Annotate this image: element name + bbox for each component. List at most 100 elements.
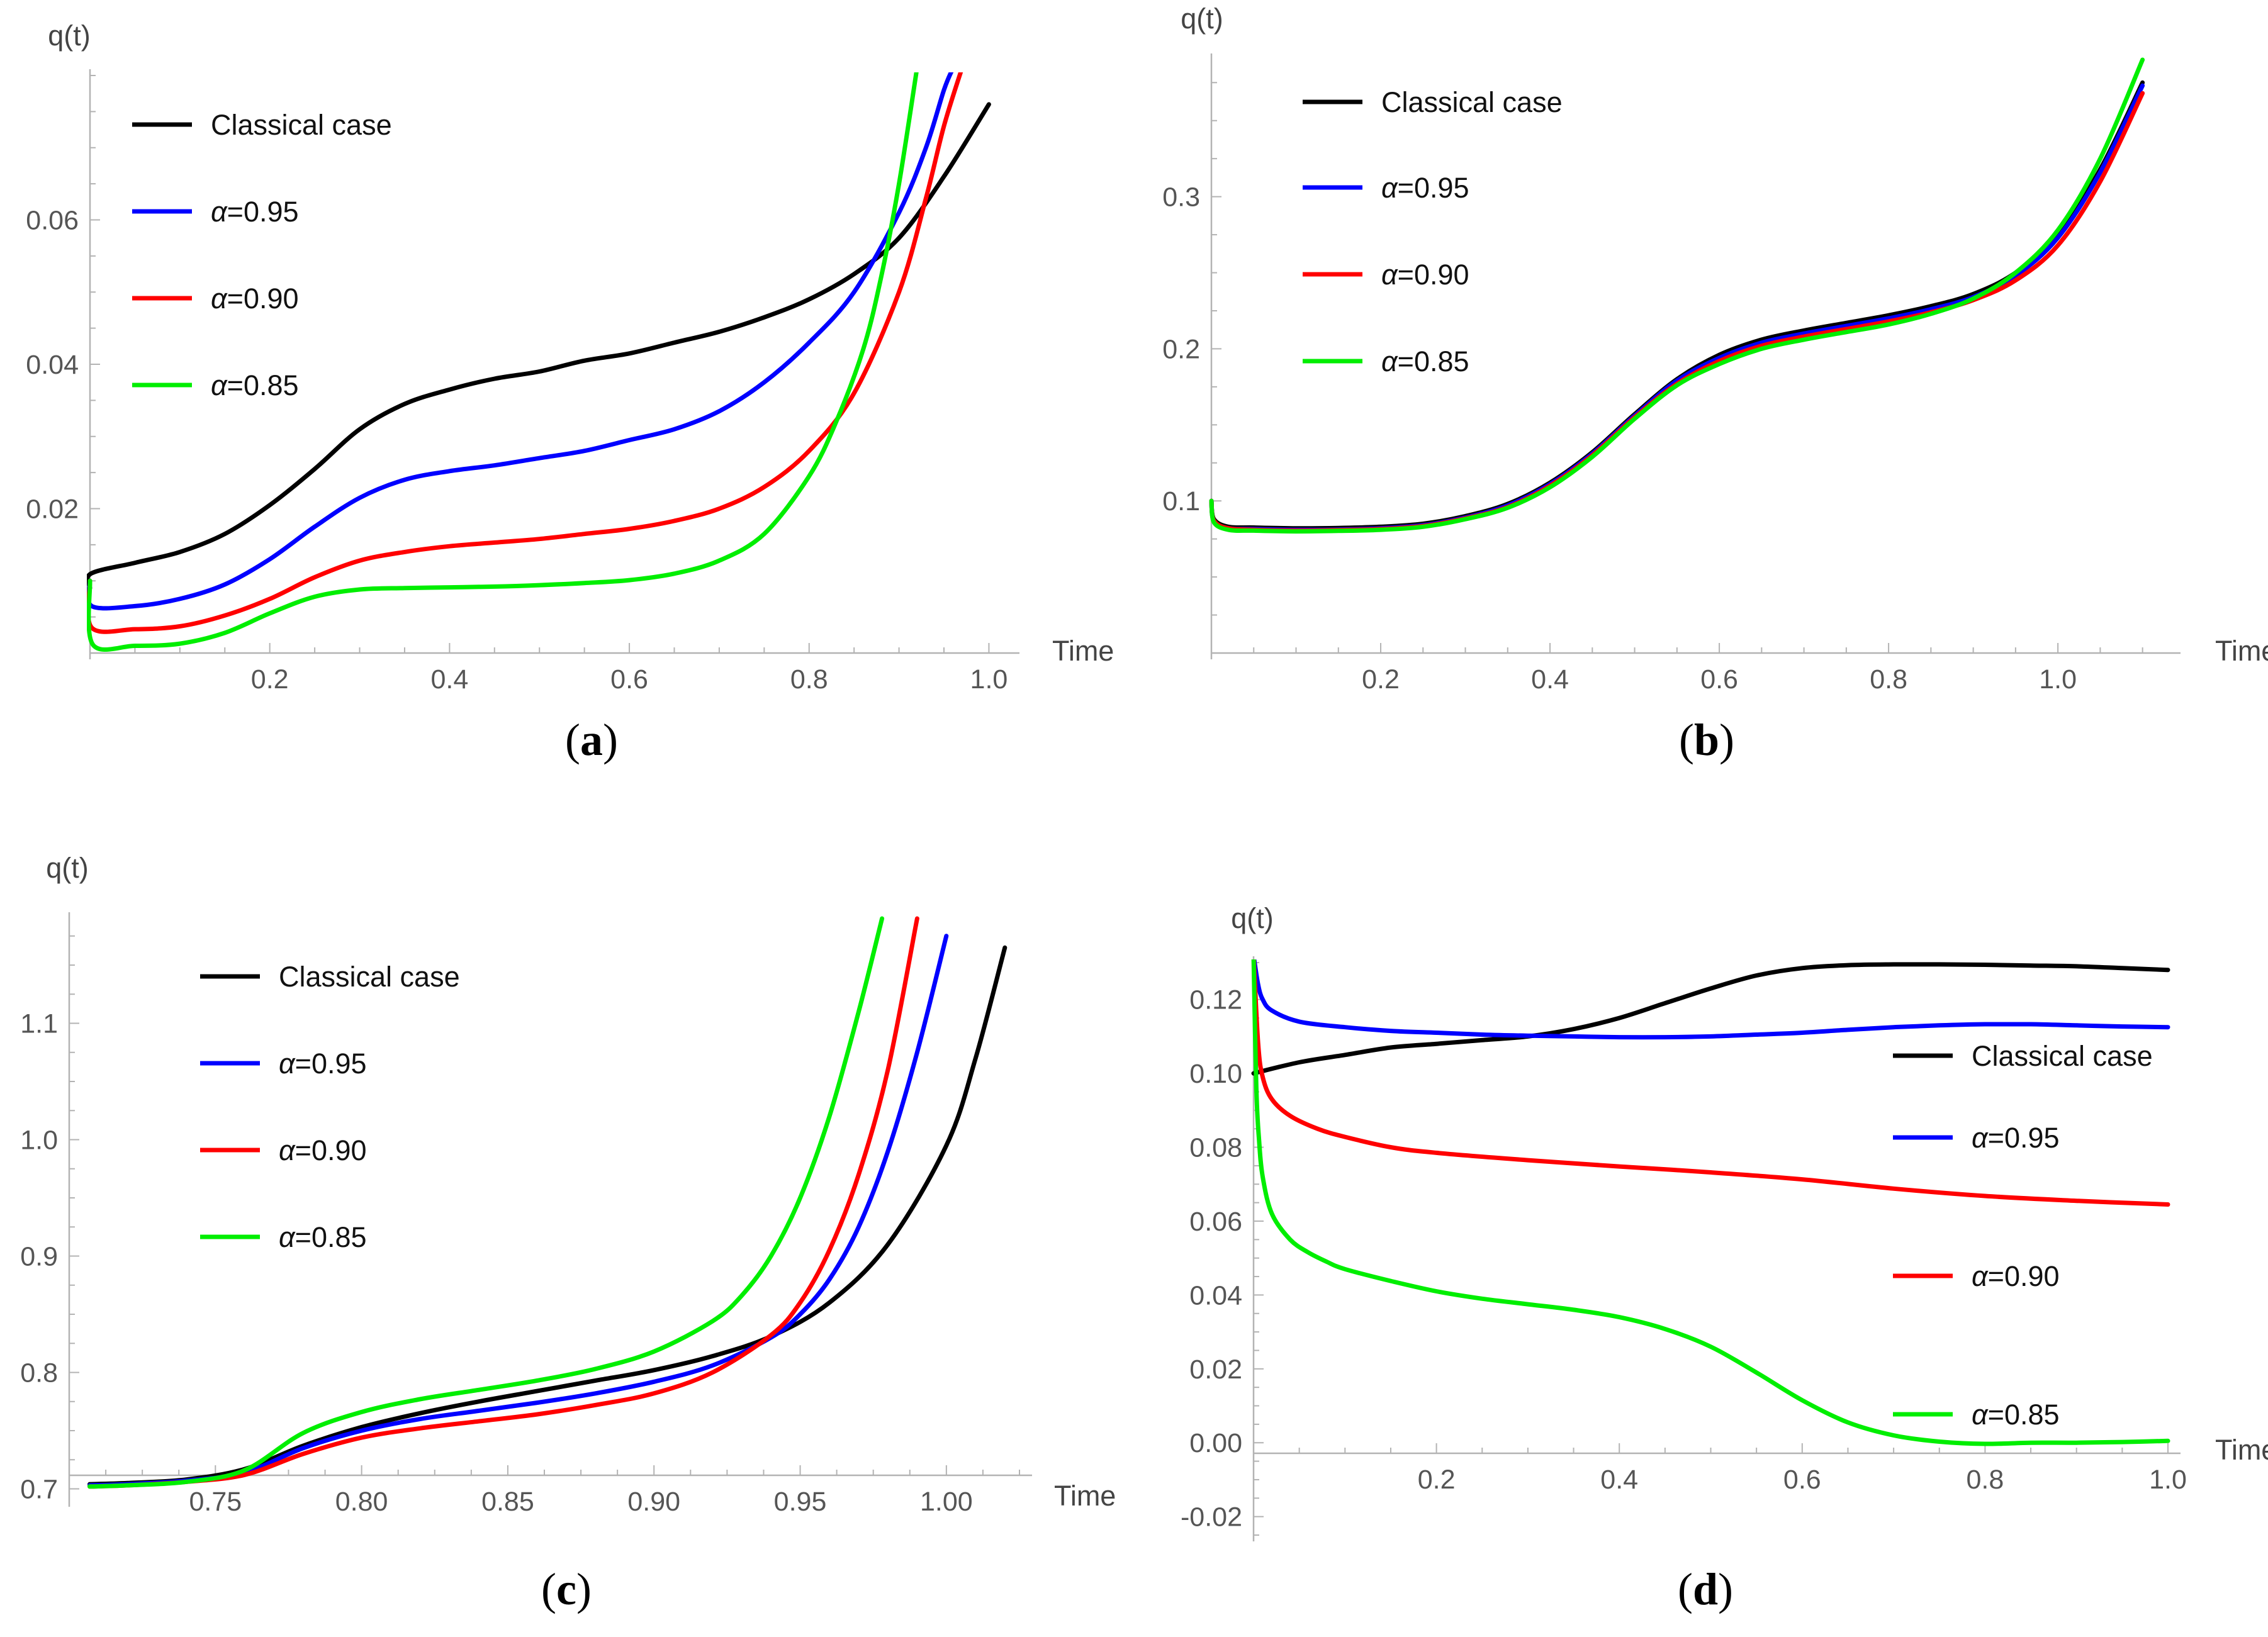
y-tick-label: 1.0 xyxy=(20,1126,58,1156)
legend-alpha-symbol: α xyxy=(1381,259,1398,291)
y-tick-label: 0.8 xyxy=(20,1358,58,1388)
legend-alpha-symbol: α xyxy=(1381,172,1398,204)
y-tick-label: -0.02 xyxy=(1181,1502,1242,1533)
legend-label-1: α=0.95 xyxy=(1381,172,1469,204)
x-tick-label: 0.4 xyxy=(1600,1465,1638,1495)
panel-label-open: ( xyxy=(565,715,580,765)
legend-alpha-value: =0.95 xyxy=(1988,1122,2060,1154)
series-line-0 xyxy=(87,102,991,591)
y-tick-label: 0.9 xyxy=(20,1242,58,1272)
y-tick-label: 0.2 xyxy=(1162,334,1200,364)
legend-label-3: α=0.85 xyxy=(279,1221,367,1253)
legend-label-3: α=0.85 xyxy=(1972,1399,2060,1431)
legend-label-2: α=0.90 xyxy=(279,1134,367,1166)
legend-label-2: α=0.90 xyxy=(1381,259,1469,291)
series-line-2 xyxy=(87,72,963,634)
y-tick-label: 0.10 xyxy=(1189,1059,1242,1089)
y-tick-label: 0.08 xyxy=(1189,1133,1242,1163)
series-line-3 xyxy=(1251,959,2170,1446)
y-tick-label: 0.02 xyxy=(1189,1355,1242,1385)
legend-alpha-symbol: α xyxy=(211,282,228,315)
panel-d: 0.2 0.4 0.6 0.8 1.0 -0.02 0.00 0.02 0.04 0.06 0.08… xyxy=(1181,902,2268,1614)
y-tick-label: 0.00 xyxy=(1189,1428,1242,1458)
legend-label-3: α=0.85 xyxy=(1381,345,1469,377)
series-line-3 xyxy=(1209,57,2145,534)
legend-alpha-symbol: α xyxy=(211,369,228,401)
panel-label-letter: d xyxy=(1693,1564,1718,1614)
series-line-1 xyxy=(1252,959,2170,1040)
x-tick-label: 0.80 xyxy=(335,1487,388,1517)
panel-b: 0.2 0.4 0.6 0.8 1.0 0.1 0.2 0.3 q(t) Time Classica… xyxy=(1162,3,2268,765)
legend-alpha-symbol: α xyxy=(211,196,228,228)
series-line-1 xyxy=(87,934,949,1488)
y-axis-label: q(t) xyxy=(1231,902,1274,934)
y-tick-label: 0.1 xyxy=(1162,486,1200,517)
x-tick-label: 0.2 xyxy=(1362,664,1400,695)
panel-label: (b) xyxy=(1679,715,1734,765)
y-tick-label: 0.06 xyxy=(26,206,79,236)
series-line-0 xyxy=(87,945,1008,1487)
legend-label-2: α=0.90 xyxy=(211,282,299,315)
series-line-1 xyxy=(87,72,954,611)
y-tick-label: 0.12 xyxy=(1189,985,1242,1015)
legend-alpha-symbol: α xyxy=(279,1048,296,1080)
x-tick-label: 0.2 xyxy=(251,664,289,695)
panel-label: (c) xyxy=(541,1564,592,1614)
legend-label-1: α=0.95 xyxy=(279,1048,367,1080)
series-group xyxy=(1209,57,2145,534)
panel-a: 0.2 0.4 0.6 0.8 1.0 0.02 0.04 0.06 q(t) Time Class… xyxy=(26,20,1114,765)
x-tick-label: 0.85 xyxy=(481,1487,534,1517)
x-tick-label: 0.6 xyxy=(1700,664,1738,695)
x-tick-label: 0.8 xyxy=(1967,1465,2004,1495)
y-axis-label: q(t) xyxy=(48,20,91,52)
panel-label: (d) xyxy=(1678,1564,1733,1614)
x-tick-label: 0.8 xyxy=(790,664,828,695)
legend-alpha-value: =0.85 xyxy=(1988,1399,2060,1431)
x-tick-label: 1.0 xyxy=(2149,1465,2187,1495)
x-tick-label: 0.2 xyxy=(1418,1465,1456,1495)
y-tick-label: 0.06 xyxy=(1189,1207,1242,1237)
x-tick-label: 0.6 xyxy=(610,664,648,695)
legend-label-0: Classical case xyxy=(1972,1040,2153,1072)
legend-alpha-value: =0.90 xyxy=(1398,259,1469,291)
panel-label-open: ( xyxy=(541,1564,556,1614)
series-line-3 xyxy=(87,72,919,652)
legend-alpha-value: =0.95 xyxy=(295,1048,367,1080)
x-tick-label: 0.4 xyxy=(430,664,468,695)
x-tick-label: 0.8 xyxy=(1870,664,1907,695)
y-tick-label: 0.3 xyxy=(1162,182,1200,213)
panel-label-close: ) xyxy=(1719,715,1734,765)
legend-alpha-symbol: α xyxy=(279,1134,296,1166)
y-tick-label: 0.04 xyxy=(1189,1280,1242,1310)
x-tick-label: 1.00 xyxy=(920,1487,973,1517)
series-group xyxy=(87,72,991,652)
y-tick-label: 0.04 xyxy=(26,350,79,380)
series-line-2 xyxy=(87,916,919,1489)
legend-alpha-value: =0.90 xyxy=(1988,1260,2060,1292)
legend-alpha-value: =0.85 xyxy=(227,369,299,401)
legend-alpha-value: =0.85 xyxy=(1398,345,1469,377)
series-line-2 xyxy=(1251,959,2170,1207)
series-group xyxy=(1251,959,2170,1446)
x-tick-label: 1.0 xyxy=(970,664,1008,695)
legend-label-0: Classical case xyxy=(1381,86,1563,118)
series-line-0 xyxy=(1251,962,2170,1076)
series-line-1 xyxy=(1209,83,2145,532)
panel-label-letter: b xyxy=(1694,715,1719,765)
legend-alpha-symbol: α xyxy=(1972,1399,1989,1431)
x-axis-label: Time xyxy=(2215,1434,2268,1466)
x-axis-label: Time xyxy=(2215,635,2268,667)
x-axis-label: Time xyxy=(1054,1480,1116,1512)
legend-label-2: α=0.90 xyxy=(1972,1260,2060,1292)
series-line-0 xyxy=(1209,80,2145,531)
legend-label-1: α=0.95 xyxy=(1972,1122,2060,1154)
legend-alpha-value: =0.95 xyxy=(1398,172,1469,204)
panel-label-open: ( xyxy=(1678,1564,1693,1614)
legend-alpha-value: =0.90 xyxy=(227,282,299,315)
y-axis-label: q(t) xyxy=(1181,3,1223,35)
legend-label-0: Classical case xyxy=(279,961,460,993)
legend-alpha-symbol: α xyxy=(1381,345,1398,377)
